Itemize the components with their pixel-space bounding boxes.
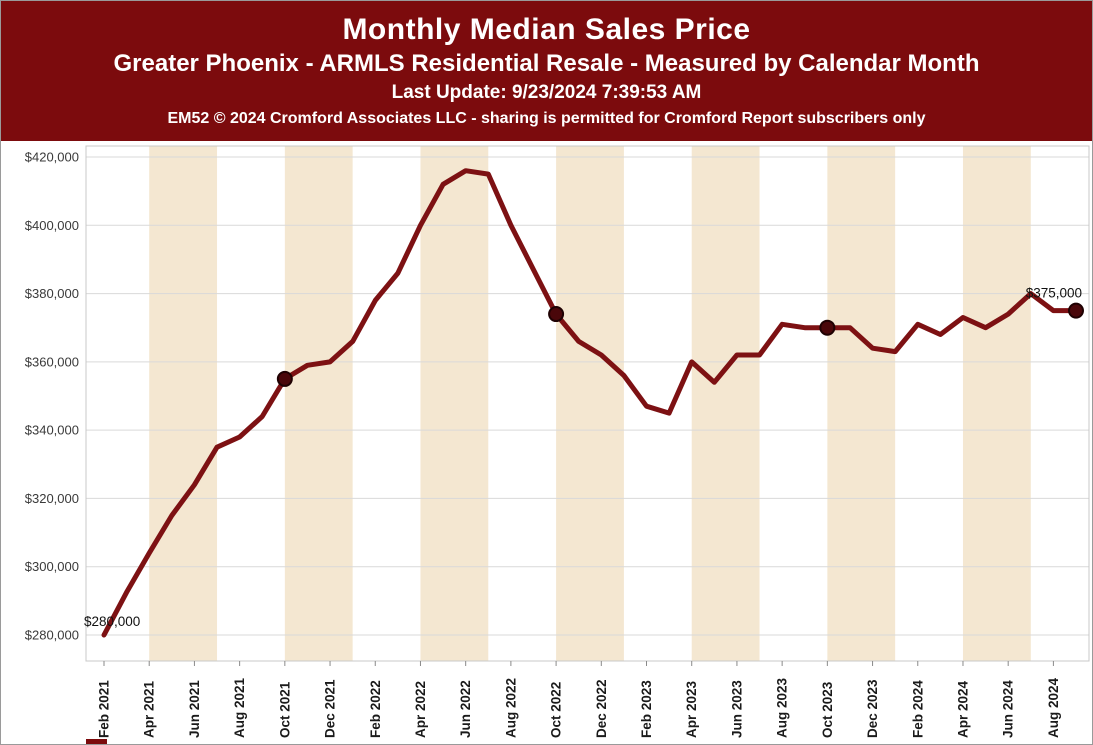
y-axis-label: $380,000 [25, 286, 79, 301]
header: Monthly Median Sales Price Greater Phoen… [1, 1, 1092, 141]
x-axis-label: Aug 2023 [775, 677, 790, 738]
y-axis-label: $400,000 [25, 218, 79, 233]
scrollbar-fragment[interactable] [86, 739, 107, 745]
x-axis-label: Jun 2023 [729, 680, 744, 738]
x-axis-label: Jun 2024 [1001, 680, 1016, 738]
y-axis-label: $300,000 [25, 559, 79, 574]
data-point-marker [276, 370, 293, 387]
y-axis-label: $340,000 [25, 423, 79, 438]
y-axis-label: $420,000 [25, 150, 79, 165]
x-axis-label: Feb 2022 [368, 680, 383, 738]
x-axis-label: Apr 2024 [955, 680, 970, 738]
x-axis-label: Oct 2023 [820, 681, 835, 738]
quarter-band [149, 146, 218, 661]
x-axis-label: Aug 2021 [232, 677, 247, 738]
plot-border [85, 145, 1090, 662]
median-price-line-chart: $280,000 $300,000 $320,000 $340,000 $360,000… [25, 145, 1090, 745]
last-update-label: Last Update: 9/23/2024 7:39:53 AM [391, 82, 702, 104]
x-axis-label: Dec 2023 [865, 679, 880, 738]
chart-title: Monthly Median Sales Price [342, 13, 751, 47]
annotation-label: $280,000 [84, 614, 140, 629]
x-axis-label: Oct 2021 [277, 681, 292, 738]
annotation-label: $375,000 [1026, 286, 1082, 301]
y-axis-label: $320,000 [25, 491, 79, 506]
quarter-band [827, 146, 896, 661]
quarter-band [420, 146, 489, 661]
data-point-marker [819, 319, 836, 336]
copyright-credit: EM52 © 2024 Cromford Associates LLC - sh… [167, 109, 926, 127]
x-axis-label: Jun 2022 [458, 680, 473, 738]
price-line [101, 168, 1079, 638]
x-axis-label: Feb 2023 [639, 680, 654, 738]
x-axis-label: Apr 2023 [684, 680, 699, 738]
quarter-band [962, 146, 1031, 661]
quarter-band [284, 146, 353, 661]
x-axis-label: Aug 2022 [503, 678, 518, 738]
x-axis-label: Aug 2024 [1046, 677, 1061, 738]
y-axis-label: $280,000 [25, 628, 79, 643]
x-axis-label: Oct 2022 [549, 682, 564, 738]
x-axis-label: Jun 2021 [187, 680, 202, 738]
x-axis-label: Feb 2024 [910, 680, 925, 738]
x-axis-label: Dec 2022 [594, 679, 609, 738]
x-axis-label: Apr 2022 [413, 681, 428, 738]
x-axis-label: Dec 2021 [323, 679, 338, 738]
chart-area: $280,000 $300,000 $320,000 $340,000 $360,000… [1, 141, 1092, 745]
data-point-marker [548, 306, 565, 323]
x-axis-label: Feb 2021 [97, 680, 112, 738]
quarter-band [556, 146, 624, 661]
y-axis-label: $360,000 [25, 354, 79, 369]
chart-subtitle: Greater Phoenix - ARMLS Residential Resa… [113, 50, 980, 78]
data-point-marker [1068, 302, 1084, 319]
x-axis-label: Apr 2021 [142, 680, 157, 738]
quarter-band [691, 146, 760, 661]
